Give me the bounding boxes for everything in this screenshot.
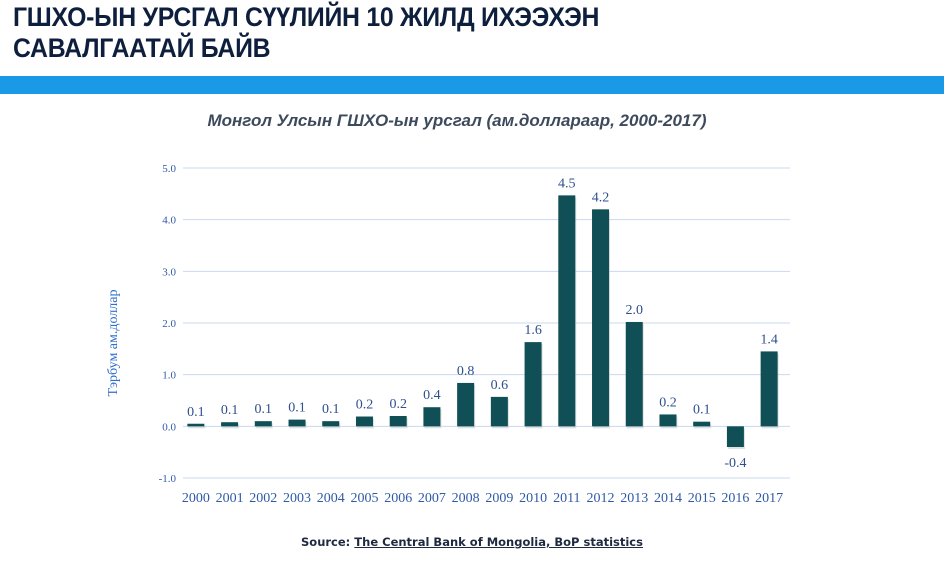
data-label-2000: 0.1 <box>187 405 205 420</box>
bar-2017 <box>760 351 778 427</box>
bar-2002 <box>254 421 272 427</box>
bar-shadow <box>188 425 206 429</box>
y-axis-label: Тэрбум ам.доллар <box>106 289 121 396</box>
y-axis-ticks: 5.0 4.0 3.0 2.0 1.0 0.0 -1.0 <box>159 163 177 485</box>
data-label-2002: 0.1 <box>255 402 273 417</box>
bar-2007 <box>423 407 441 427</box>
x-tick-label: 2011 <box>553 491 580 506</box>
x-tick-label: 2017 <box>755 491 783 506</box>
bars <box>187 195 779 449</box>
data-label-2007: 0.4 <box>423 388 441 403</box>
data-label-2014: 0.2 <box>659 395 677 410</box>
y-tick-label: 0.0 <box>162 421 176 433</box>
y-tick-label: -1.0 <box>159 473 177 485</box>
y-tick-label: 4.0 <box>162 215 176 227</box>
x-tick-label: 2009 <box>485 491 513 506</box>
data-label-2011: 4.5 <box>558 176 576 191</box>
data-label-2009: 0.6 <box>491 378 509 393</box>
x-tick-label: 2001 <box>216 491 244 506</box>
bar-2015 <box>693 421 711 427</box>
data-label-2010: 1.6 <box>524 323 542 338</box>
bar-2001 <box>221 422 239 427</box>
data-label-2015: 0.1 <box>693 403 711 418</box>
x-tick-label: 2005 <box>350 491 378 506</box>
x-axis-ticks: 2000 2001 2002 2003 2004 2005 2006 2007 2008 2009… <box>182 491 783 506</box>
bar-2011 <box>558 195 576 427</box>
data-labels: 0.1 0.1 0.1 0.1 0.1 0.2 0.2 0.4 0.8 0.6 1.6 4.5 4.2 2… <box>187 176 778 471</box>
x-tick-label: 2003 <box>283 491 311 506</box>
x-tick-label: 2000 <box>182 491 210 506</box>
headline-line-2: САВАЛГААТАЙ БАЙВ <box>13 33 271 63</box>
data-label-2012: 4.2 <box>592 190 610 205</box>
x-tick-label: 2007 <box>418 491 446 506</box>
y-tick-label: 5.0 <box>162 163 176 175</box>
y-tick-label: 2.0 <box>162 318 176 330</box>
data-label-2003: 0.1 <box>288 401 306 416</box>
bar-2003 <box>288 419 306 427</box>
data-label-2013: 2.0 <box>626 303 644 318</box>
x-tick-label: 2006 <box>384 491 412 506</box>
data-label-2017: 1.4 <box>760 332 778 347</box>
x-tick-label: 2015 <box>688 491 716 506</box>
x-tick-label: 2012 <box>587 491 615 506</box>
bar-2005 <box>355 416 373 427</box>
header-banner <box>0 76 944 94</box>
bar-2004 <box>322 421 340 427</box>
x-tick-label: 2010 <box>519 491 547 506</box>
x-tick-label: 2004 <box>317 491 345 506</box>
slide-headline: ГШХО-ЫН УРСГАЛ СҮҮЛИЙН 10 ЖИЛД ИХЭЭХЭН С… <box>13 2 841 64</box>
source-link[interactable]: The Central Bank of Mongolia, BoP statis… <box>354 535 643 549</box>
x-tick-label: 2002 <box>249 491 277 506</box>
bar-2014 <box>659 414 677 427</box>
bar-2000 <box>187 423 205 427</box>
data-label-2016: -0.4 <box>724 456 746 471</box>
x-tick-label: 2008 <box>452 491 480 506</box>
data-label-2005: 0.2 <box>356 398 374 413</box>
bar-2009 <box>490 396 508 427</box>
source-note: Source: The Central Bank of Mongolia, Bo… <box>0 535 944 549</box>
source-label: Source: <box>301 535 351 549</box>
bar-2010 <box>524 342 542 427</box>
data-label-2006: 0.2 <box>389 397 407 412</box>
y-tick-label: 1.0 <box>162 370 176 382</box>
y-tick-label: 3.0 <box>162 266 176 278</box>
data-label-2001: 0.1 <box>221 403 239 418</box>
bar-2013 <box>625 321 643 427</box>
x-tick-label: 2016 <box>721 491 749 506</box>
bar-2008 <box>457 382 475 427</box>
x-tick-label: 2014 <box>654 491 682 506</box>
data-label-2008: 0.8 <box>457 364 475 379</box>
headline-line-1: ГШХО-ЫН УРСГАЛ СҮҮЛИЙН 10 ЖИЛД ИХЭЭХЭН <box>13 2 600 32</box>
gridlines <box>183 167 790 479</box>
chart-title-container: Монгол Улсын ГШХО-ын урсгал (ам.доллараа… <box>0 111 944 131</box>
data-label-2004: 0.1 <box>322 402 340 417</box>
chart-title: Монгол Улсын ГШХО-ын урсгал (ам.доллараа… <box>207 111 707 130</box>
bar-2006 <box>389 416 407 427</box>
bar-2012 <box>592 209 610 427</box>
bar-2016 <box>726 426 744 447</box>
x-tick-label: 2013 <box>620 491 648 506</box>
